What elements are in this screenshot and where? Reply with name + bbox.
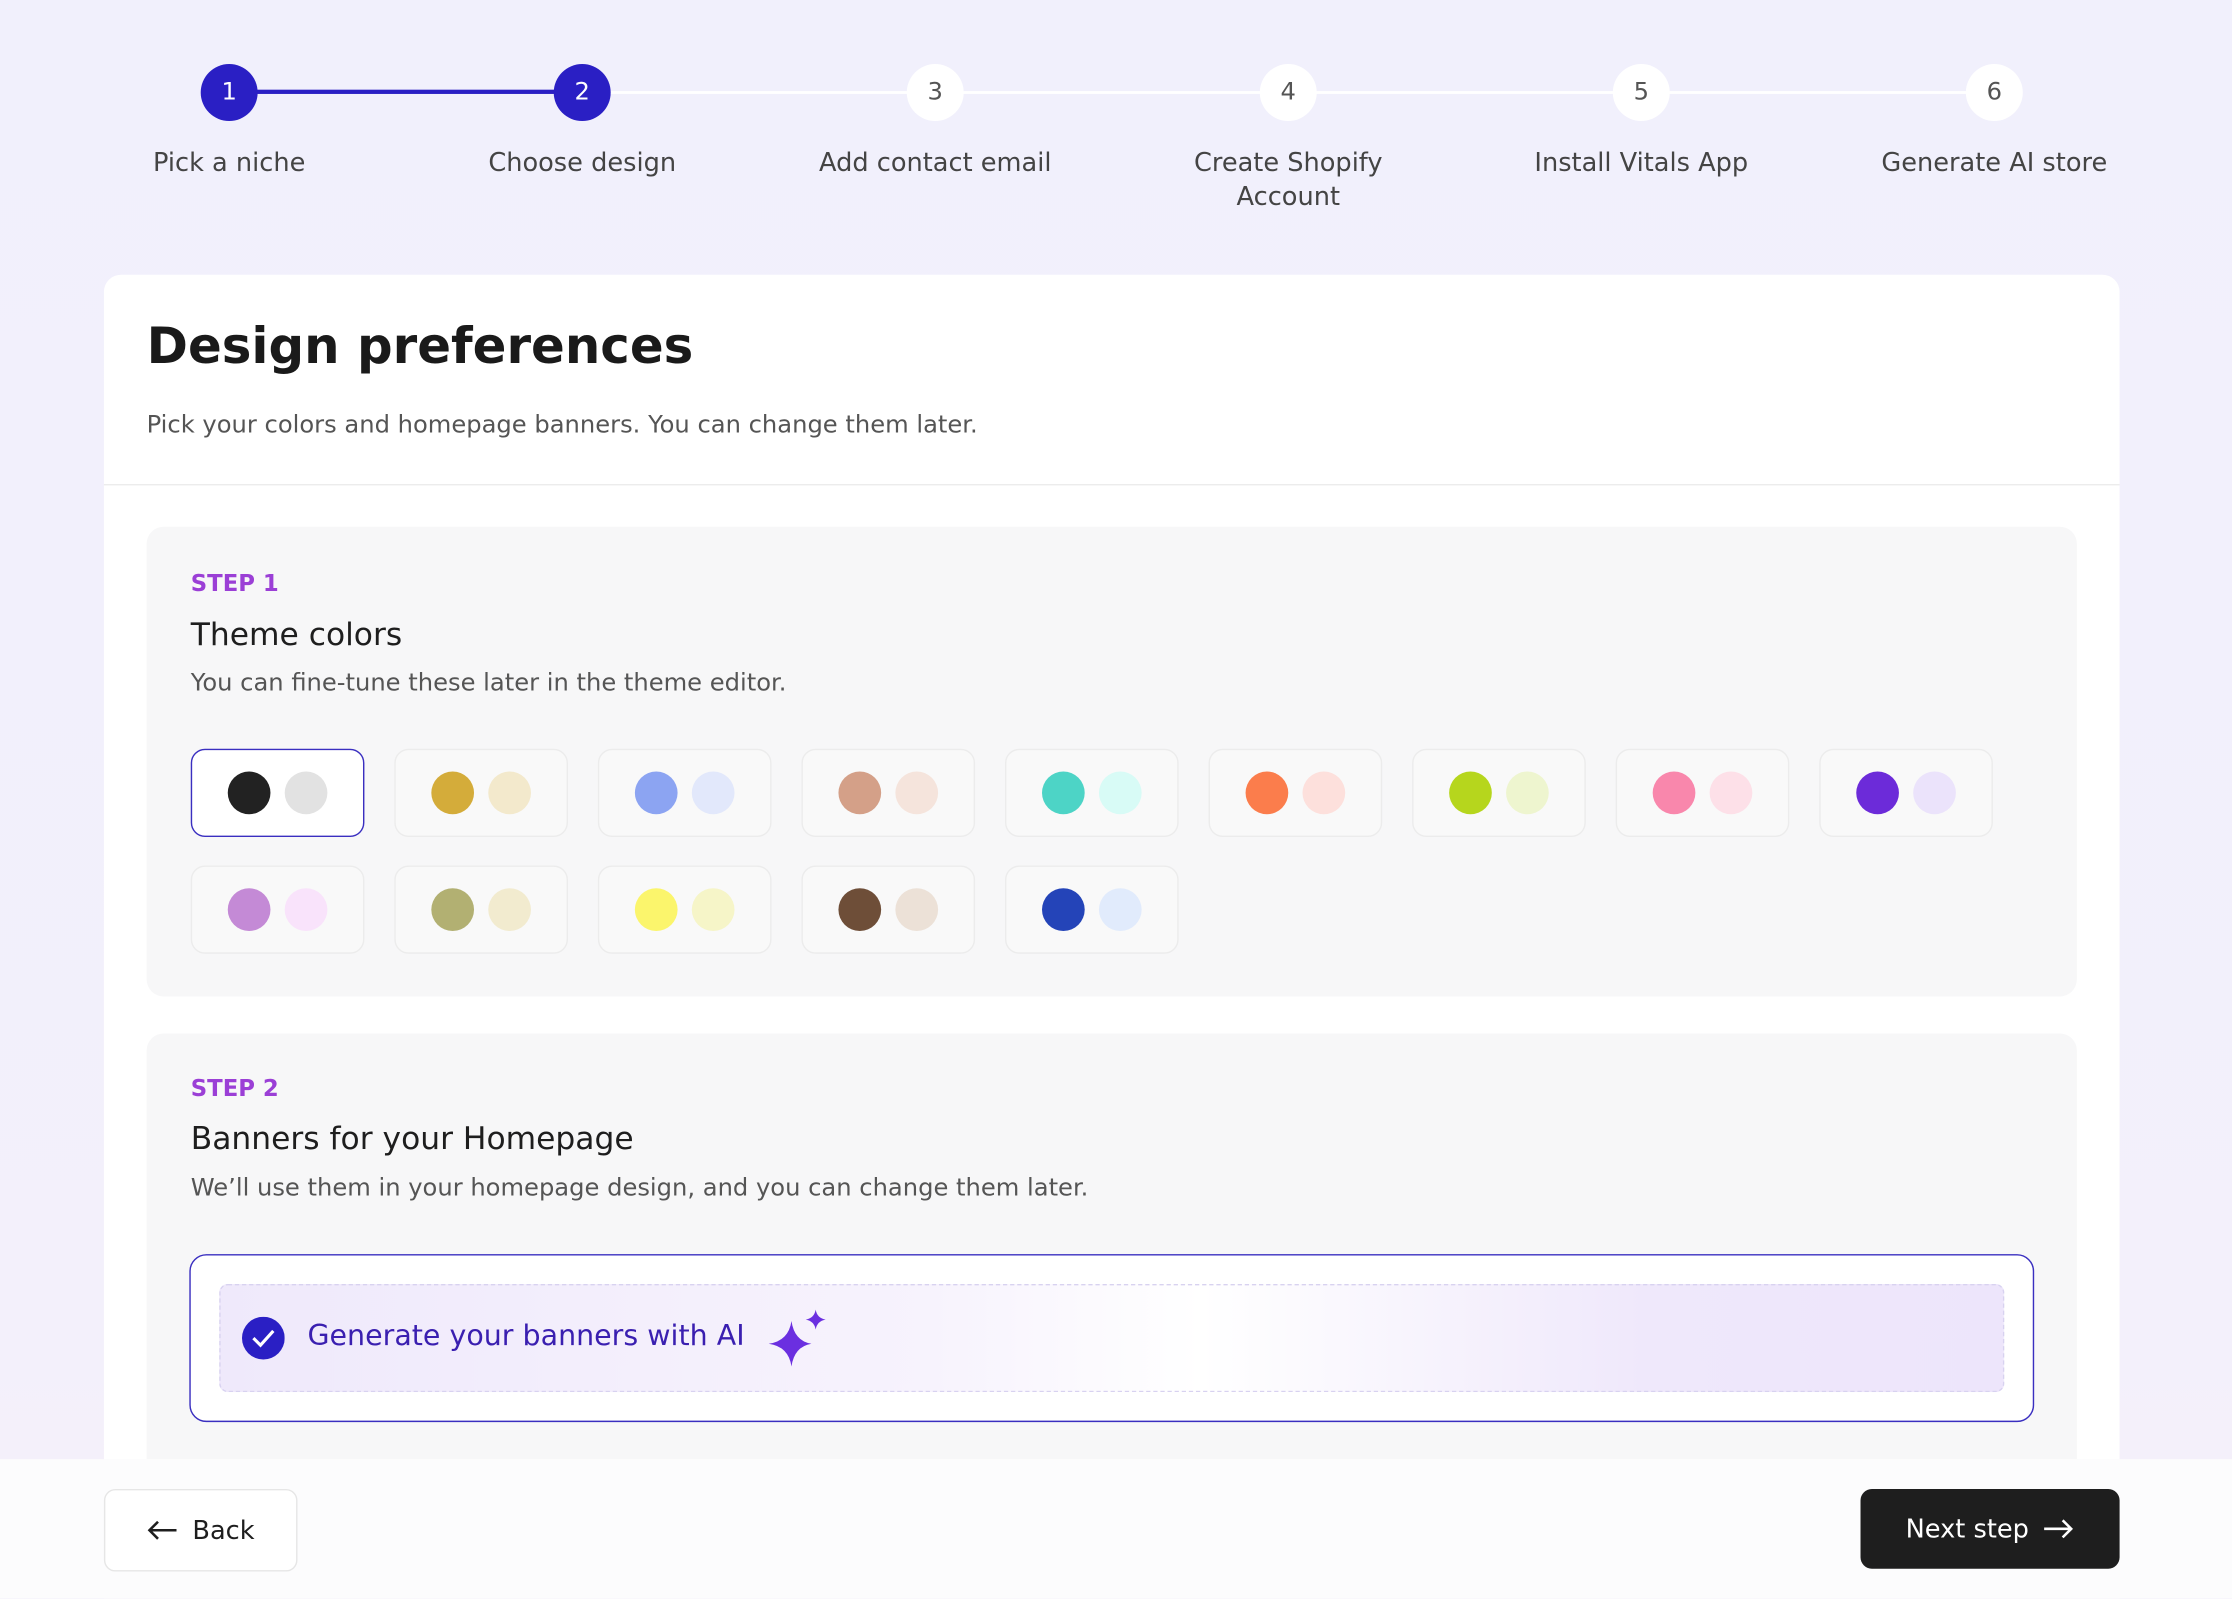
color-dot [1042,888,1085,931]
step-label: STEP 1 [190,569,279,597]
step-label: Choose design [488,148,677,178]
color-swatch[interactable] [1412,748,1586,838]
color-dot [634,888,678,931]
page-subtitle: Pick your colors and homepage banners. Y… [146,411,978,440]
color-swatch[interactable] [801,865,976,954]
section-description: We’ll use them in your homepage design, … [190,1174,1089,1203]
arrow-left [147,1520,177,1540]
step-label: Pick a niche [152,148,306,178]
color-swatch[interactable] [1004,865,1179,954]
color-dot [895,771,939,815]
step-circle: 1 [200,64,258,121]
page-title: Design preferences [146,318,694,376]
color-dot [634,771,678,815]
color-dot [1709,771,1753,815]
color-dot [1506,771,1549,815]
color-swatch[interactable] [1208,748,1383,838]
step-connector [1641,91,1995,94]
color-dot [1042,771,1085,815]
step-circle: 3 [906,64,964,121]
color-dot [1098,771,1142,815]
color-swatch[interactable] [1819,748,1993,838]
step-circle: 5 [1612,64,1670,121]
check-icon [241,1316,285,1360]
color-dot [488,888,531,931]
color-dot [227,888,271,931]
step-label: Install Vitals App [1534,148,1749,178]
footer-bar [0,1459,2232,1599]
step-circle: 4 [1259,64,1317,121]
step-circle: 2 [553,64,611,121]
divider [103,483,2120,486]
color-dot [431,771,475,815]
section-title: Banners for your Homepage [190,1121,634,1158]
color-swatch[interactable] [1004,748,1179,838]
color-dot [1856,771,1899,815]
color-swatch[interactable] [1615,748,1790,838]
section-title: Theme colors [190,617,403,654]
next-button[interactable]: Next step [1860,1488,2120,1569]
color-dot [1098,888,1142,931]
step-connector [582,91,936,94]
color-dot [227,771,271,815]
color-swatch[interactable] [597,865,772,954]
color-dot [1652,771,1696,815]
step-label: Generate AI store [1881,148,2108,178]
color-dot [895,888,939,931]
color-swatch[interactable] [394,748,568,838]
ai-option-inner [219,1283,2005,1393]
step-label: Create Shopify Account [1193,148,1383,213]
step-circle: 6 [1965,64,2023,121]
arrow-right [2044,1519,2074,1539]
color-swatch[interactable] [394,865,568,954]
color-dot [1302,771,1346,815]
color-swatch[interactable] [597,748,772,838]
color-dot [691,888,735,931]
color-dot [284,888,328,931]
sparkle-icon [768,1309,826,1367]
back-button[interactable]: Back [103,1488,298,1572]
color-dot [1245,771,1289,815]
step-connector [1288,91,1642,94]
color-swatch[interactable] [190,748,365,838]
color-dot [1913,771,1956,815]
button-label: Next step [1905,1513,2029,1544]
color-dot [838,771,882,815]
step-connector [229,89,583,94]
section-description: You can fine-tune these later in the the… [190,669,787,698]
color-dot [488,771,531,815]
color-swatch[interactable] [801,748,976,838]
color-dot [431,888,475,931]
step-connector [935,91,1289,94]
color-dot [1449,771,1492,815]
color-swatch[interactable] [190,865,365,954]
color-dot [691,771,735,815]
button-label: Back [192,1515,255,1546]
color-dot [284,771,328,815]
ai-option-label: Generate your banners with AI [307,1318,745,1353]
color-dot [838,888,882,931]
step-label: Add contact email [819,148,1052,178]
step-label: STEP 2 [190,1074,279,1102]
